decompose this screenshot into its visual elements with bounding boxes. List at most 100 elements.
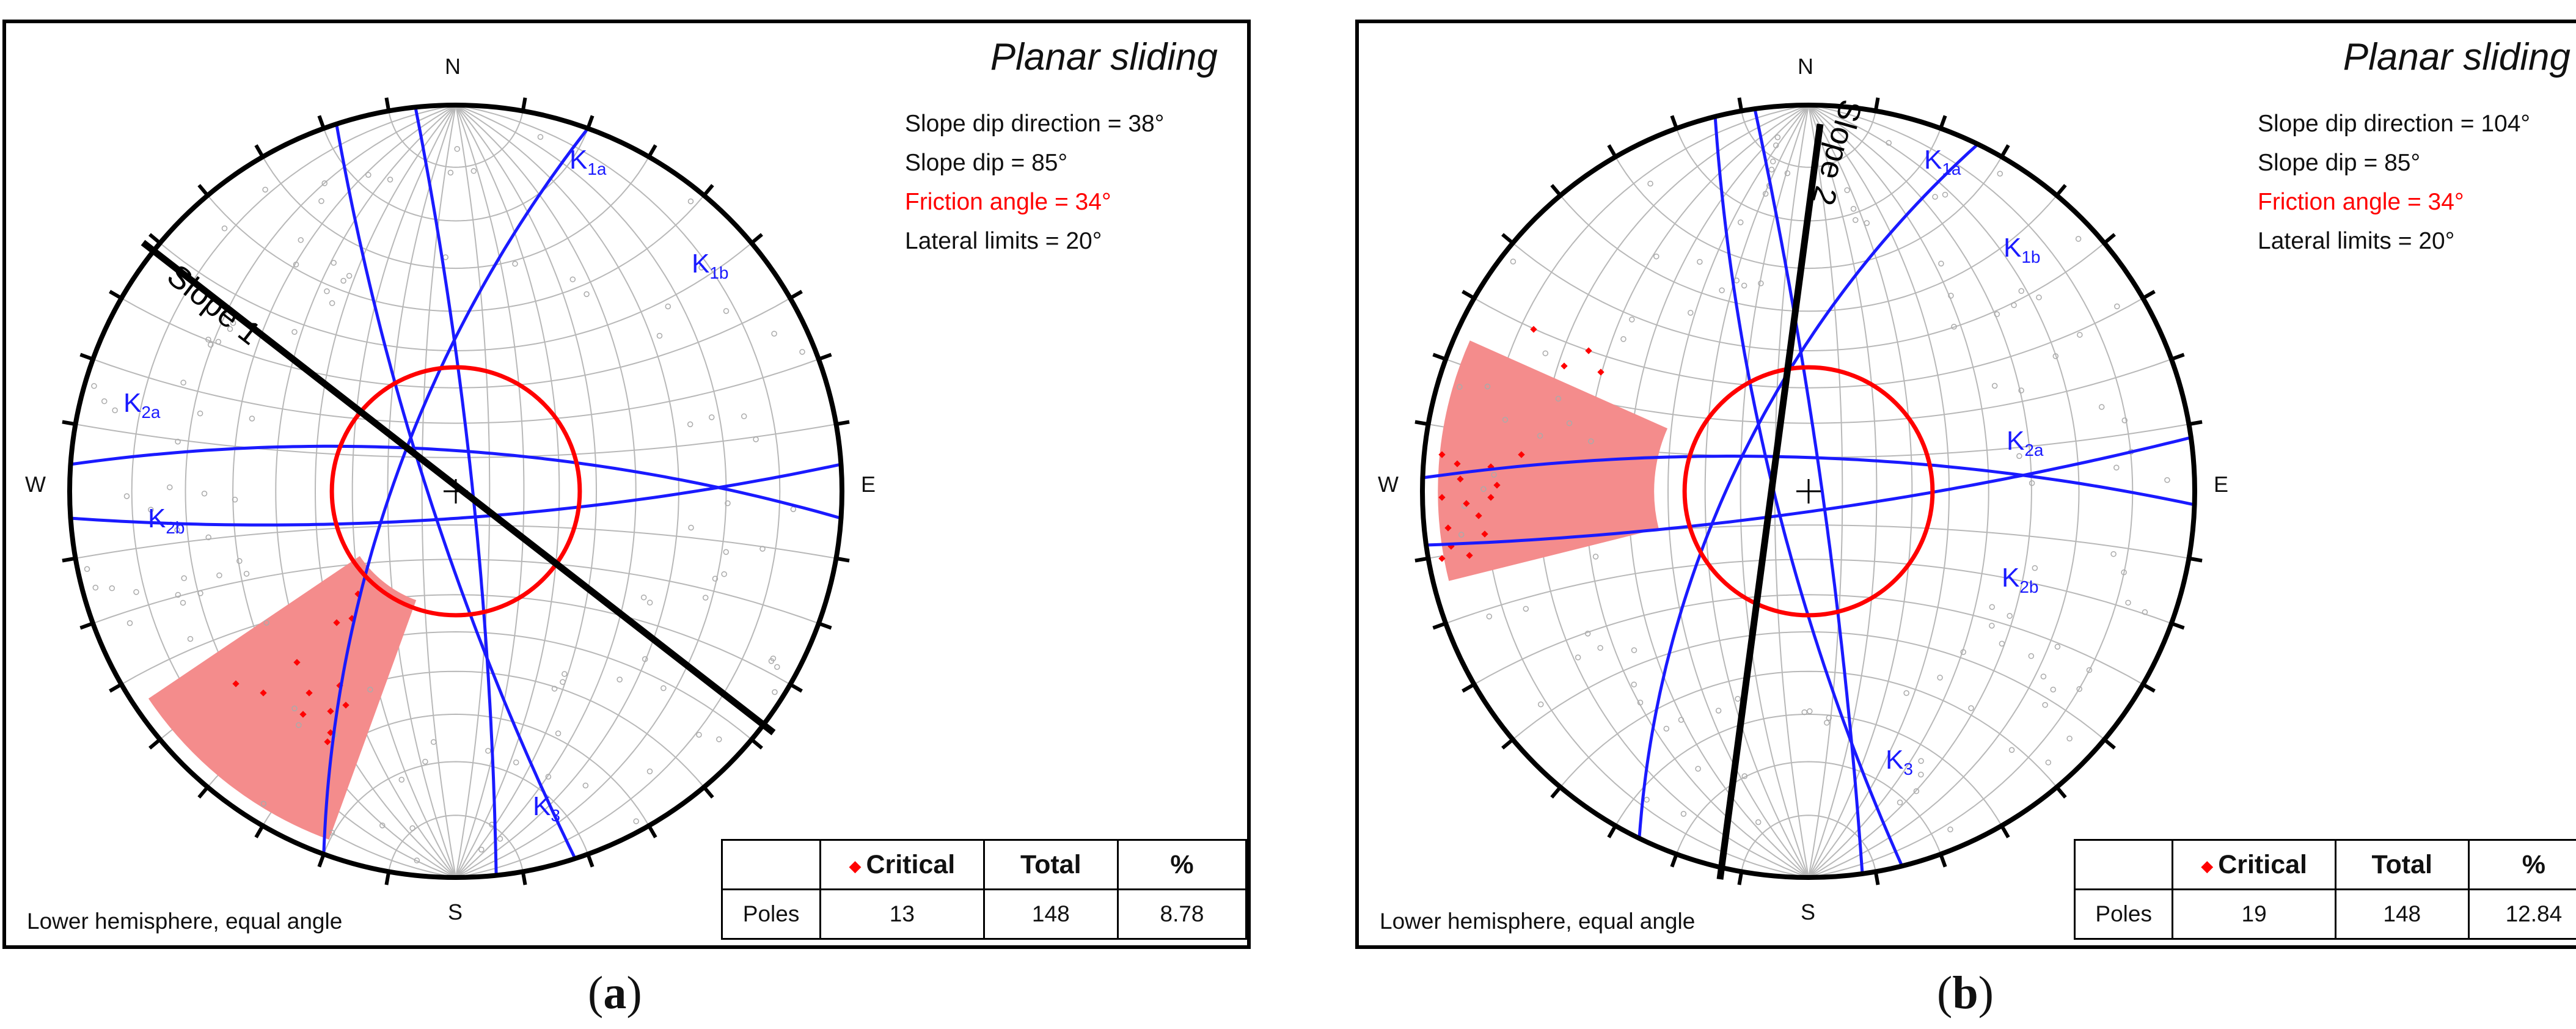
pole-point (537, 134, 544, 140)
pole-point (2011, 302, 2017, 309)
joint-planes (70, 107, 842, 876)
tick-mark (1414, 556, 1429, 563)
pole-point (1555, 395, 1562, 402)
south-label: S (448, 899, 463, 925)
grid-great-circle (1628, 105, 1809, 877)
tick-mark (2055, 786, 2067, 799)
lateral-limits: Lateral limits = 20° (2258, 228, 2455, 254)
critical-pole (1454, 460, 1461, 467)
plot-title: Planar sliding (2343, 36, 2571, 78)
pole-point (291, 329, 298, 335)
pole-point (2114, 303, 2120, 310)
pole-point (174, 527, 180, 533)
slope-plane (141, 240, 776, 736)
pole-point (123, 493, 130, 499)
plane-label-k3: K3 (533, 791, 560, 825)
pole-point (2036, 294, 2042, 301)
pole-point (1968, 705, 1974, 711)
pole-point (409, 825, 415, 832)
tick-mark (789, 290, 803, 300)
tick-mark (1737, 97, 1744, 112)
pole-point (545, 774, 552, 780)
pole-point (1653, 253, 1659, 260)
pole-point (1903, 690, 1909, 697)
critical-pole (1457, 475, 1464, 483)
critical-pole (1487, 494, 1495, 501)
joint-plane (1713, 116, 1904, 867)
pole-point (112, 407, 118, 414)
tick-mark (1873, 871, 1880, 885)
pole-point (1989, 604, 1996, 610)
pole-point (725, 500, 731, 507)
critical-pole (1463, 500, 1470, 507)
pole-point (1637, 700, 1644, 706)
critical-pole (1438, 451, 1446, 458)
row-label: Poles (2073, 888, 2174, 940)
pole-point (1678, 717, 1685, 723)
pole-point (1486, 613, 1493, 620)
friction-angle: Friction angle = 34° (905, 189, 1111, 215)
slope-dip-direction: Slope dip direction = 104° (2258, 111, 2530, 137)
pole-point (1755, 819, 1762, 826)
pole-point (379, 822, 386, 829)
east-label: E (861, 472, 876, 497)
pole-point (2110, 551, 2117, 557)
pole-point (180, 599, 186, 606)
table-header-percent: % (1117, 839, 1247, 890)
pole-point (1647, 180, 1653, 187)
south-label: S (1801, 899, 1815, 925)
pole-point (1584, 631, 1591, 637)
grid-small-circle (1445, 558, 2172, 624)
tick-marks (1414, 97, 2203, 885)
pole-point (1918, 758, 1924, 764)
pole-point (1566, 420, 1573, 427)
pole-point (398, 777, 405, 783)
joint-plane (1422, 455, 2195, 507)
tick-mark (1873, 97, 1880, 112)
stereonet-a: N S E W Slope 1 K1a K1b K2a K2b K3 (25, 54, 876, 925)
pole-point (1695, 766, 1701, 772)
west-label: W (25, 472, 46, 497)
tick-mark (197, 786, 210, 799)
table-header-total: Total (2334, 839, 2470, 890)
pole-point (215, 339, 222, 345)
critical-pole (306, 689, 313, 697)
pole-point (367, 686, 373, 693)
pole-point (1523, 606, 1529, 612)
pole-point (584, 291, 590, 298)
pole-point (331, 260, 337, 266)
pole-point (133, 589, 139, 595)
pole-point (569, 276, 576, 282)
pole-point (712, 576, 719, 582)
pole-point (201, 490, 208, 497)
plane-label-k2a: K2a (2007, 426, 2044, 460)
grid-small-circle (121, 594, 791, 685)
joint-plane (70, 444, 842, 520)
pole-point (1768, 166, 1775, 173)
pole-point (770, 655, 777, 662)
pole-point (1457, 384, 1463, 390)
tick-mark (2000, 824, 2010, 838)
pole-point (2142, 609, 2148, 615)
pole-point (1688, 310, 1694, 316)
pole-point (422, 758, 428, 765)
pole-point (1592, 554, 1599, 560)
pole-point (772, 689, 778, 695)
tick-mark (62, 556, 76, 563)
tick-mark (1670, 115, 1678, 130)
tick-mark (1550, 786, 1562, 799)
tick-mark (254, 144, 265, 158)
joint-plane (1426, 436, 2192, 547)
tick-mark (79, 621, 94, 630)
pole-point (180, 379, 186, 386)
pole-point (1484, 383, 1491, 390)
pole-point (2125, 599, 2131, 606)
tick-mark (148, 233, 161, 245)
tick-mark (586, 115, 595, 130)
pole-point (216, 572, 222, 579)
tick-mark (835, 420, 850, 427)
critical-pole (324, 738, 331, 745)
tick-mark (1432, 621, 1447, 630)
pole-point (771, 331, 777, 337)
pole-point (2066, 735, 2073, 742)
